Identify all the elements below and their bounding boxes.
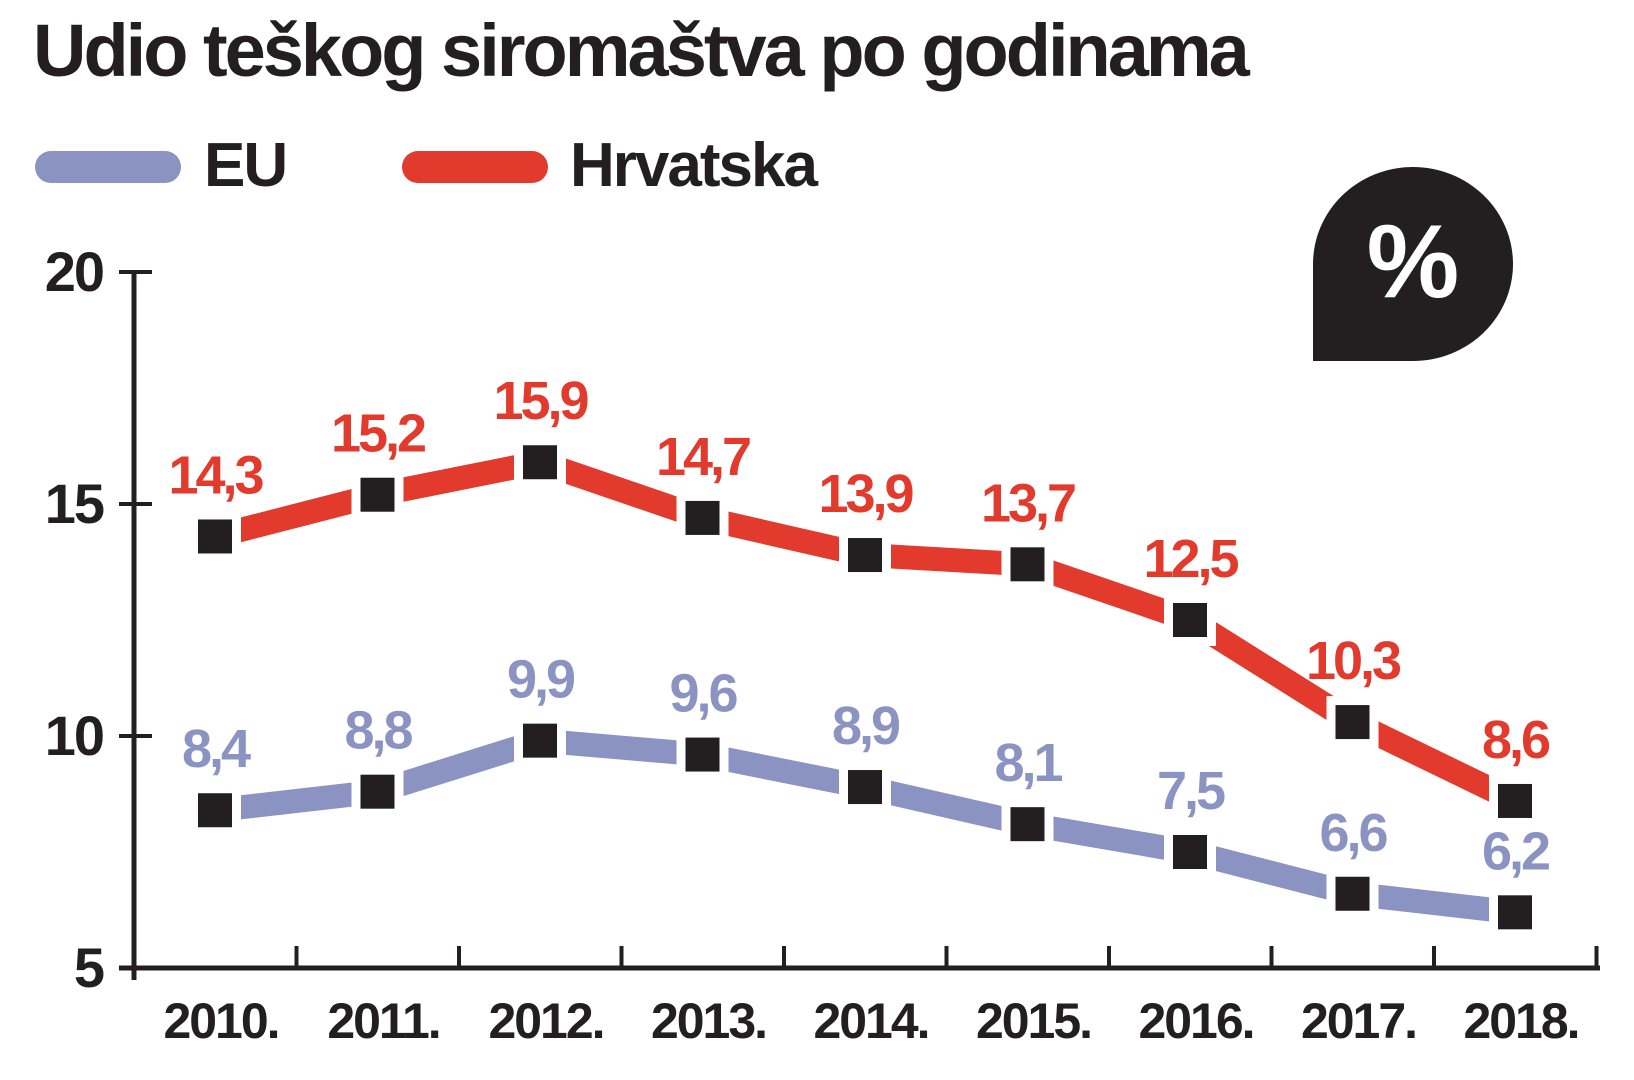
x-tick-label: 2011.	[327, 993, 439, 1049]
marker-square-hrvatska	[1173, 603, 1207, 637]
value-label-eu: 9,6	[669, 664, 737, 724]
percent-badge: %	[1313, 167, 1513, 361]
marker-square-eu	[523, 723, 557, 758]
legend-label-hrvatska: Hrvatska	[570, 131, 818, 200]
x-tick-label: 2015.	[976, 993, 1091, 1049]
value-label-hrvatska: 14,7	[656, 427, 750, 487]
marker-square-eu	[1335, 876, 1370, 911]
value-label-eu: 8,8	[344, 701, 412, 761]
legend-swatch-eu	[35, 151, 181, 183]
marker-square-hrvatska	[685, 500, 720, 535]
marker-square-hrvatska	[1335, 705, 1370, 740]
value-label-eu: 8,1	[994, 733, 1062, 793]
value-label-eu: 6,2	[1482, 821, 1549, 881]
legend-label-eu: EU	[204, 131, 288, 200]
y-tick-label: 10	[45, 704, 103, 767]
marker-square-eu	[360, 774, 395, 809]
marker-square-hrvatska	[198, 519, 232, 554]
marker-square-hrvatska	[848, 538, 882, 573]
marker-square-eu	[848, 770, 882, 805]
value-label-hrvatska: 10,3	[1306, 631, 1401, 691]
y-tick-label: 5	[74, 936, 104, 999]
value-label-hrvatska: 14,3	[168, 445, 263, 505]
marker-square-eu	[1498, 895, 1532, 930]
chart-title: Udio teškog siromaštva po godinama	[33, 9, 1250, 92]
marker-square-eu	[1173, 835, 1207, 869]
x-tick-label: 2010.	[163, 993, 278, 1049]
value-label-eu: 7,5	[1157, 761, 1225, 821]
legend-swatch-hrvatska	[402, 151, 548, 183]
marker-square-hrvatska	[360, 477, 395, 512]
value-label-hrvatska: 8,6	[1482, 710, 1550, 770]
y-tick-label: 20	[45, 240, 103, 303]
value-label-eu: 8,4	[182, 719, 251, 779]
y-tick-label: 15	[45, 472, 104, 535]
value-label-eu: 6,6	[1319, 803, 1387, 863]
value-label-hrvatska: 15,9	[493, 371, 588, 431]
value-label-eu: 9,9	[507, 650, 575, 710]
percent-symbol: %	[1366, 203, 1460, 320]
x-tick-label: 2012.	[488, 993, 603, 1049]
value-label-hrvatska: 13,9	[818, 464, 913, 524]
x-tick-label: 2017.	[1301, 993, 1416, 1049]
value-label-hrvatska: 13,7	[981, 473, 1075, 533]
marker-square-eu	[198, 793, 232, 828]
x-tick-label: 2014.	[813, 993, 928, 1049]
marker-square-hrvatska	[1498, 783, 1532, 818]
marker-square-eu	[1010, 807, 1045, 842]
x-tick-label: 2018.	[1463, 993, 1578, 1049]
x-tick-label: 2013.	[651, 993, 766, 1049]
value-labels: 8,4 8,8 9,9 9,6 8,9 8,1 7,5 6,6 6,2 14,3 15,2 15,9 1…	[168, 371, 1553, 881]
marker-square-eu	[685, 737, 720, 772]
marker-square-hrvatska	[523, 445, 557, 480]
marker-square-hrvatska	[1010, 547, 1045, 582]
x-tick-label: 2016.	[1138, 993, 1253, 1049]
value-label-hrvatska: 12,5	[1143, 529, 1238, 589]
axes: 5 10 15 20 2010. 2011. 2012. 2013. 2014. 2015. 201…	[45, 240, 1600, 1049]
value-label-hrvatska: 15,2	[331, 404, 425, 464]
value-label-eu: 8,9	[832, 696, 900, 756]
markers	[189, 436, 1541, 939]
